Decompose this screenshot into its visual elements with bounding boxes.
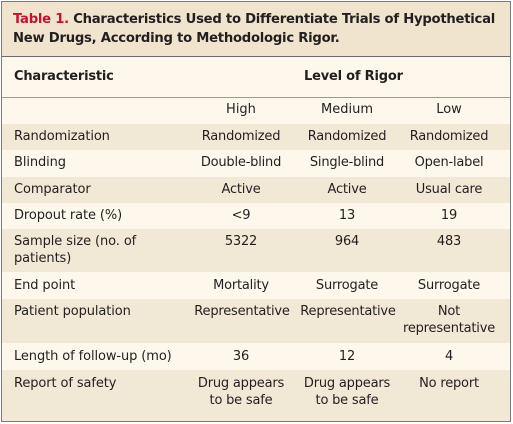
header-level-medium: Medium (321, 102, 373, 117)
cell-medium: 964 (334, 234, 360, 249)
table-row: Dropout rate (%) <9 13 19 (2, 203, 510, 229)
cell-low: 483 (436, 234, 462, 249)
table-row: Patient population Representative Repres… (2, 299, 510, 343)
cell-low: Usual care (415, 182, 483, 197)
cell-low: Randomized (409, 129, 489, 144)
header-level-of-rigor: Level of Rigor (304, 69, 403, 84)
row-label: Sample size (no. of patients) (14, 234, 137, 266)
cell-medium: Active (327, 182, 367, 197)
cell-high: Mortality (213, 278, 269, 293)
cell-low: Not representative (402, 304, 496, 336)
cell-medium: Surrogate (315, 278, 379, 293)
cell-high: Representative (194, 304, 290, 319)
table-row: Comparator Active Active Usual care (2, 177, 510, 203)
table-row: End point Mortality Surrogate Surrogate (2, 272, 510, 299)
table-row: Sample size (no. of patients) 5322 964 4… (2, 229, 510, 272)
table-caption: Characteristics Used to Differentiate Tr… (13, 12, 496, 46)
row-label: End point (14, 278, 76, 293)
table-row: Blinding Double-blind Single-blind Open-… (2, 150, 510, 177)
row-label: Comparator (14, 182, 91, 197)
header-characteristic: Characteristic (14, 69, 114, 84)
table-row: Randomization Randomized Randomized Rand… (2, 124, 510, 150)
cell-low: No report (419, 376, 479, 391)
cell-medium: 12 (338, 349, 356, 364)
row-label: Length of follow-up (mo) (14, 349, 172, 364)
row-label: Dropout rate (%) (14, 208, 123, 223)
row-label: Report of safety (14, 376, 117, 391)
row-label: Patient population (14, 304, 131, 319)
header-level-low: Low (436, 102, 462, 117)
cell-high: <9 (231, 208, 251, 223)
table-row: Length of follow-up (mo) 36 12 4 (2, 343, 510, 370)
cell-low: 4 (444, 349, 454, 364)
header-level-high: High (226, 102, 256, 117)
cell-medium: Randomized (307, 129, 387, 144)
cell-medium: 13 (338, 208, 356, 223)
table-number: Table 1. (13, 12, 69, 27)
cell-high: 36 (232, 349, 250, 364)
cell-medium: Single-blind (309, 155, 385, 170)
row-label: Blinding (14, 155, 66, 170)
cell-low: Open-label (414, 155, 484, 170)
cell-high: Randomized (201, 129, 281, 144)
cell-high: Active (221, 182, 261, 197)
cell-high: 5322 (224, 234, 258, 249)
cell-medium: Drug appears to be safe (303, 376, 391, 408)
row-label: Randomization (14, 129, 110, 144)
cell-low: 19 (440, 208, 458, 223)
cell-high: Drug appears to be safe (197, 376, 285, 408)
cell-medium: Representative (300, 304, 396, 319)
table-title: Table 1. Characteristics Used to Differe… (2, 2, 510, 56)
cell-low: Surrogate (417, 278, 481, 293)
table-header-row: Characteristic Level of Rigor (2, 56, 510, 98)
cell-high: Double-blind (200, 155, 282, 170)
table-row: Report of safety Drug appears to be safe… (2, 370, 510, 421)
